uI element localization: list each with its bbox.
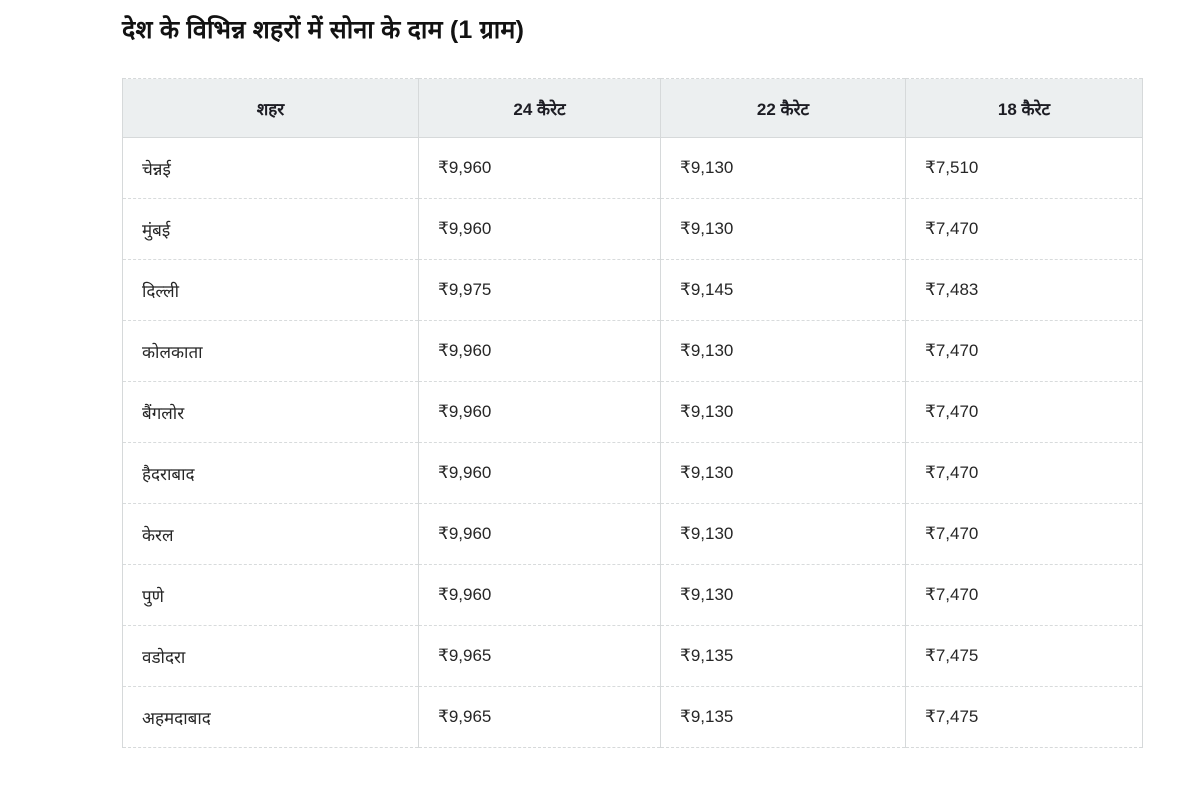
price-18-carat-cell: ₹7,470 bbox=[905, 503, 1143, 565]
price-18-carat-cell: ₹7,483 bbox=[905, 259, 1143, 321]
page-title: देश के विभिन्न शहरों में सोना के दाम (1 … bbox=[122, 16, 525, 44]
price-24-carat-cell: ₹9,960 bbox=[418, 503, 661, 565]
price-24-carat-cell: ₹9,965 bbox=[418, 625, 661, 687]
table-row: कोलकाता ₹9,960 ₹9,130 ₹7,470 bbox=[122, 320, 1143, 382]
table-row: हैदराबाद ₹9,960 ₹9,130 ₹7,470 bbox=[122, 442, 1143, 504]
price-24-carat-cell: ₹9,960 bbox=[418, 564, 661, 626]
city-cell: कोलकाता bbox=[122, 320, 419, 382]
price-18-carat-cell: ₹7,470 bbox=[905, 320, 1143, 382]
price-22-carat-cell: ₹9,130 bbox=[660, 198, 906, 260]
header-city: शहर bbox=[122, 78, 419, 138]
header-22-carat: 22 कैरेट bbox=[660, 78, 906, 138]
header-24-carat: 24 कैरेट bbox=[418, 78, 661, 138]
table-header-row: शहर 24 कैरेट 22 कैरेट 18 कैरेट bbox=[122, 78, 1143, 138]
price-22-carat-cell: ₹9,130 bbox=[660, 503, 906, 565]
price-24-carat-cell: ₹9,960 bbox=[418, 442, 661, 504]
gold-price-table: शहर 24 कैरेट 22 कैरेट 18 कैरेट चेन्नई ₹9,… bbox=[122, 78, 1143, 748]
table-row: चेन्नई ₹9,960 ₹9,130 ₹7,510 bbox=[122, 137, 1143, 199]
price-22-carat-cell: ₹9,130 bbox=[660, 320, 906, 382]
price-18-carat-cell: ₹7,510 bbox=[905, 137, 1143, 199]
price-24-carat-cell: ₹9,965 bbox=[418, 686, 661, 748]
price-24-carat-cell: ₹9,960 bbox=[418, 198, 661, 260]
table-row: मुंबई ₹9,960 ₹9,130 ₹7,470 bbox=[122, 198, 1143, 260]
city-cell: हैदराबाद bbox=[122, 442, 419, 504]
table-row: दिल्ली ₹9,975 ₹9,145 ₹7,483 bbox=[122, 259, 1143, 321]
header-18-carat: 18 कैरेट bbox=[905, 78, 1143, 138]
price-18-carat-cell: ₹7,470 bbox=[905, 442, 1143, 504]
price-22-carat-cell: ₹9,130 bbox=[660, 564, 906, 626]
price-24-carat-cell: ₹9,975 bbox=[418, 259, 661, 321]
city-cell: अहमदाबाद bbox=[122, 686, 419, 748]
price-18-carat-cell: ₹7,470 bbox=[905, 381, 1143, 443]
city-cell: बैंगलोर bbox=[122, 381, 419, 443]
table-body: चेन्नई ₹9,960 ₹9,130 ₹7,510 मुंबई ₹9,960 ₹9,13… bbox=[122, 137, 1143, 748]
price-22-carat-cell: ₹9,145 bbox=[660, 259, 906, 321]
price-18-carat-cell: ₹7,470 bbox=[905, 564, 1143, 626]
price-22-carat-cell: ₹9,130 bbox=[660, 137, 906, 199]
city-cell: वडोदरा bbox=[122, 625, 419, 687]
price-24-carat-cell: ₹9,960 bbox=[418, 137, 661, 199]
city-cell: मुंबई bbox=[122, 198, 419, 260]
table-row: बैंगलोर ₹9,960 ₹9,130 ₹7,470 bbox=[122, 381, 1143, 443]
price-22-carat-cell: ₹9,135 bbox=[660, 625, 906, 687]
price-18-carat-cell: ₹7,475 bbox=[905, 686, 1143, 748]
price-22-carat-cell: ₹9,135 bbox=[660, 686, 906, 748]
table-row: वडोदरा ₹9,965 ₹9,135 ₹7,475 bbox=[122, 625, 1143, 687]
price-22-carat-cell: ₹9,130 bbox=[660, 381, 906, 443]
city-cell: पुणे bbox=[122, 564, 419, 626]
table-row: केरल ₹9,960 ₹9,130 ₹7,470 bbox=[122, 503, 1143, 565]
price-24-carat-cell: ₹9,960 bbox=[418, 320, 661, 382]
price-18-carat-cell: ₹7,475 bbox=[905, 625, 1143, 687]
price-22-carat-cell: ₹9,130 bbox=[660, 442, 906, 504]
city-cell: केरल bbox=[122, 503, 419, 565]
table-row: अहमदाबाद ₹9,965 ₹9,135 ₹7,475 bbox=[122, 686, 1143, 748]
price-24-carat-cell: ₹9,960 bbox=[418, 381, 661, 443]
city-cell: दिल्ली bbox=[122, 259, 419, 321]
price-18-carat-cell: ₹7,470 bbox=[905, 198, 1143, 260]
city-cell: चेन्नई bbox=[122, 137, 419, 199]
table-row: पुणे ₹9,960 ₹9,130 ₹7,470 bbox=[122, 564, 1143, 626]
